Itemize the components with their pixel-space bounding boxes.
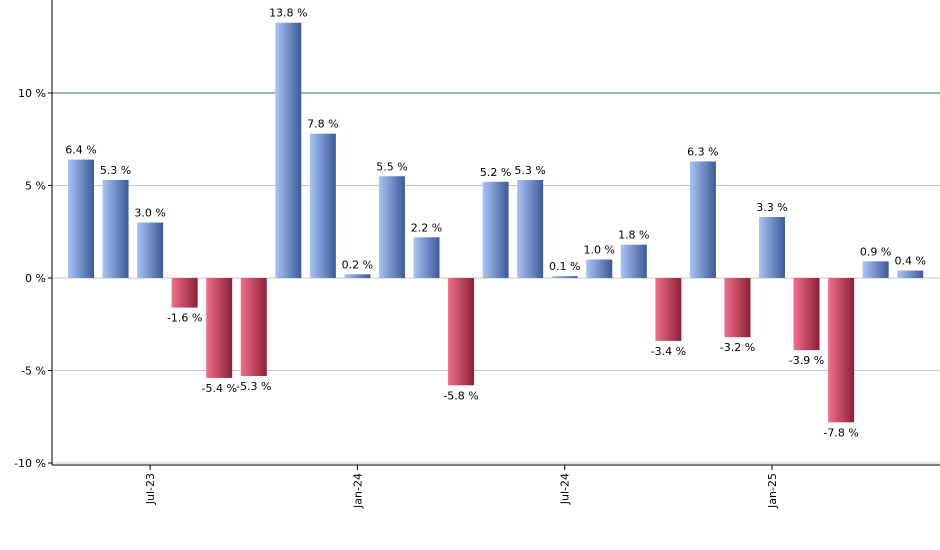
bar [517,179,544,278]
data-labels: 6.4 % 5.3 % 3.0 % -1.6 % -5.4 % -5.3 % 13.8 % 7… [65,7,926,440]
y-tick-label: 0 % [25,272,46,285]
bar-value-label: 1.0 % [584,244,615,257]
bar-value-label: 6.4 % [65,144,96,157]
bar [68,159,94,278]
bar-value-label: 5.2 % [480,166,511,179]
bar [620,244,647,278]
bar-value-label: -3.2 % [720,341,755,354]
bar [828,278,855,423]
bar-value-label: 2.2 % [411,221,442,234]
bar [793,278,820,351]
bar [655,278,682,341]
bar [448,278,475,386]
bar [586,259,613,278]
axes [51,0,940,466]
bar-value-label: 0.2 % [342,258,373,271]
bar-value-label: -1.6 % [167,312,202,325]
bar [413,237,440,278]
bar-value-label: 7.8 % [307,118,338,131]
y-tick-label: -5 % [21,365,46,378]
bar [137,222,164,278]
bar-value-label: -7.8 % [823,426,858,439]
bar-value-label: 6.3 % [687,145,718,158]
bar-value-label: 13.8 % [269,7,307,20]
bar [309,133,336,278]
y-tick-label: 10 % [18,87,46,100]
x-tick-label: Jul-23 [144,473,157,505]
bar [482,181,509,278]
bar-value-label: 0.9 % [860,245,891,258]
bar [759,216,785,278]
bar [378,176,405,278]
bar [551,276,578,278]
bar [206,278,233,378]
bar-value-label: -3.4 % [651,345,686,358]
x-tick-labels: Jul-23 Jan-24 Jul-24 Jan-25 [144,465,779,509]
bar [862,261,889,278]
bar [897,270,924,278]
bar-value-label: 0.4 % [894,255,925,268]
bar-value-label: 5.3 % [514,164,545,177]
y-tick-label: 5 % [25,180,46,193]
bar [275,22,302,279]
bar-value-label: -5.4 % [201,382,236,395]
bar [171,278,198,308]
y-tick-label: -10 % [14,457,46,470]
bar-value-label: 3.0 % [134,207,165,220]
bar-value-label: 1.8 % [618,229,649,242]
bars [68,22,924,423]
bar-value-label: 5.3 % [100,164,131,177]
bar-value-label: -5.3 % [236,380,271,393]
bar-value-label: -3.9 % [789,354,824,367]
bar [344,274,371,278]
bar [240,278,267,377]
bar [102,179,129,278]
bar-value-label: 5.5 % [376,160,407,173]
bar [689,161,716,278]
x-tick-label: Jan-25 [766,473,779,509]
bar [724,278,751,338]
x-tick-label: Jan-24 [351,473,364,509]
y-tick-labels: 10 % 5 % 0 % -5 % -10 % [14,87,46,470]
bar-value-label: -5.8 % [443,389,478,402]
bar-value-label: 3.3 % [756,201,787,214]
x-tick-label: Jul-24 [559,473,572,505]
bar-value-label: 0.1 % [549,260,580,273]
